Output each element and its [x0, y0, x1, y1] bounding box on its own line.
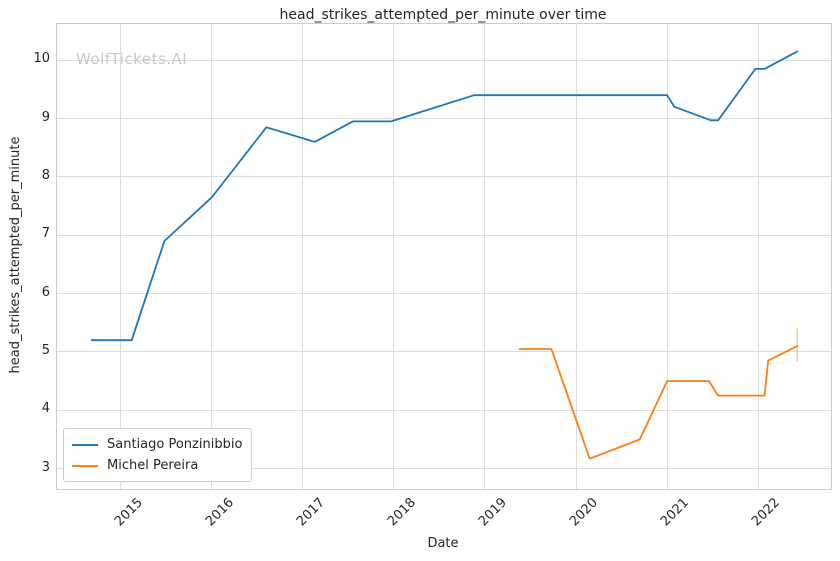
- legend-line-swatch-orange: [72, 464, 98, 467]
- plot-area: WolfTickets.AI Santiago Ponzinibbio Mich…: [56, 23, 832, 490]
- legend-label: Santiago Ponzinibbio: [107, 437, 243, 452]
- x-tick-label: 2016: [202, 495, 237, 530]
- x-tick-label: 2019: [475, 495, 510, 530]
- gridline-vertical: [120, 24, 122, 489]
- gridline-horizontal: [57, 409, 831, 411]
- legend-label: Michel Pereira: [107, 458, 199, 473]
- y-tick-label: 4: [41, 401, 50, 417]
- gridline-vertical: [393, 24, 395, 489]
- y-tick-label: 3: [41, 459, 50, 475]
- legend-line-swatch-blue: [72, 443, 98, 446]
- x-tick-label: 2021: [658, 495, 693, 530]
- gridline-horizontal: [57, 468, 831, 470]
- line-chart: [90, 50, 799, 460]
- x-axis-label: Date: [427, 536, 459, 551]
- gridline-horizontal: [57, 118, 831, 120]
- y-tick-label: 8: [41, 167, 50, 183]
- x-tick-label: 2020: [566, 495, 601, 530]
- y-tick-label: 10: [33, 51, 50, 67]
- y-tick-label: 5: [41, 342, 50, 358]
- gridline-vertical: [484, 24, 486, 489]
- watermark: WolfTickets.AI: [76, 50, 188, 68]
- gridline-vertical: [302, 24, 304, 489]
- gridline-horizontal: [57, 59, 831, 61]
- gridline-horizontal: [57, 176, 831, 178]
- chart-title: head_strikes_attempted_per_minute over t…: [279, 7, 607, 23]
- x-tick-label: 2022: [749, 495, 784, 530]
- x-tick-label: 2018: [384, 495, 419, 530]
- legend: Santiago Ponzinibbio Michel Pereira: [63, 428, 253, 482]
- gridline-vertical: [211, 24, 213, 489]
- gridline-horizontal: [57, 351, 831, 353]
- y-tick-label: 6: [41, 284, 50, 300]
- legend-entry-santiago-ponzinibbio: Santiago Ponzinibbio: [72, 434, 242, 455]
- gridline-horizontal: [57, 293, 831, 295]
- series-line-santiago-ponzinibbio: [90, 50, 799, 342]
- y-tick-label: 7: [41, 226, 50, 242]
- x-tick-label: 2015: [111, 495, 146, 530]
- gridline-vertical: [757, 24, 759, 489]
- gridline-vertical: [666, 24, 668, 489]
- gridline-horizontal: [57, 234, 831, 236]
- series-line-michel-pereira: [518, 345, 799, 460]
- legend-entry-michel-pereira: Michel Pereira: [72, 455, 242, 476]
- y-tick-label: 9: [41, 109, 50, 125]
- x-tick-label: 2017: [293, 495, 328, 530]
- gridline-vertical: [575, 24, 577, 489]
